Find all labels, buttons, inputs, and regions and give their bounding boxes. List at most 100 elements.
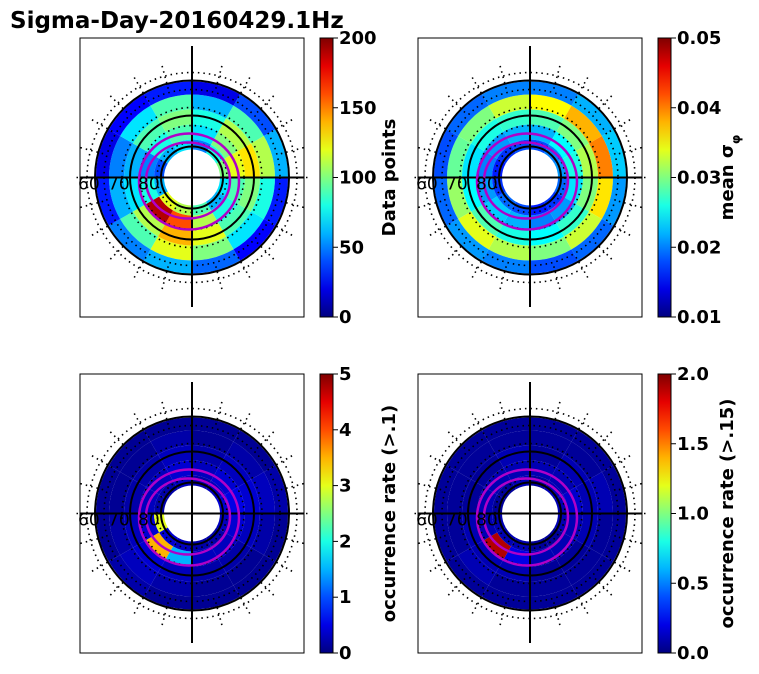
heatmap-cell [150, 94, 192, 119]
heatmap-cell [447, 177, 472, 219]
colorbar-tick-label: 0.02 [677, 237, 721, 258]
lat-label: 70 [108, 175, 130, 195]
heatmap-cell [477, 513, 498, 540]
heatmap-cell [482, 417, 530, 442]
colorbar-label: mean σφ [717, 135, 743, 221]
heatmap-cell [458, 441, 496, 480]
colorbar-label-subscript: φ [729, 135, 743, 144]
heatmap-cell [226, 105, 264, 144]
heatmap-cell [488, 236, 530, 261]
heatmap-cell [120, 211, 158, 250]
heatmap-cell [447, 472, 472, 514]
lat-label: 80 [476, 511, 498, 531]
colorbar-tick-label: 1 [339, 587, 352, 608]
heatmap-cell [233, 94, 276, 136]
heatmap-cell [108, 219, 151, 261]
heatmap-cell [250, 472, 275, 514]
heatmap-cell [496, 109, 530, 132]
heatmap-cell [488, 94, 530, 119]
lat-label: 80 [138, 511, 160, 531]
heatmap-cell [458, 105, 496, 144]
oval-contour-outer [137, 468, 241, 567]
heatmap-cell [192, 430, 234, 455]
colorbar-tick-label: 1.0 [677, 504, 709, 525]
heatmap-cell [488, 430, 530, 455]
heatmap-cell [588, 177, 613, 219]
lat-label: 60 [78, 175, 100, 195]
oval-contour-outer [137, 132, 241, 231]
heatmap-cell [462, 177, 485, 212]
heatmap-cell [158, 559, 192, 582]
heatmap-cell [446, 94, 489, 136]
colorbar [657, 373, 672, 654]
lat-label: 70 [446, 511, 468, 531]
heatmap-cell [530, 223, 564, 246]
heatmap-cell [482, 249, 530, 274]
heatmap-cell [564, 211, 602, 250]
heatmap-cell [192, 94, 234, 119]
heatmap-cell [159, 527, 178, 547]
heatmap-cell [144, 81, 192, 106]
heatmap-cell [530, 585, 578, 610]
heatmap-cell [601, 177, 626, 226]
heatmap-cell [109, 513, 134, 555]
lat-label: 80 [138, 175, 160, 195]
heatmap-cell [124, 177, 147, 212]
heatmap-cell [108, 555, 151, 597]
lat-label: 70 [108, 511, 130, 531]
heatmap-cell [96, 513, 121, 562]
heatmap-cell [549, 532, 576, 560]
heatmap-cell [206, 191, 225, 211]
colorbar-tick-label: 200 [339, 28, 377, 49]
heatmap-cell [192, 109, 226, 132]
heatmap-cell [446, 555, 489, 597]
colorbar-tick-label: 50 [339, 237, 364, 258]
heatmap-cell [549, 196, 576, 224]
colorbar-tick-label: 150 [339, 98, 377, 119]
heatmap-cell [544, 527, 563, 547]
heatmap-cell [124, 143, 147, 178]
heatmap-cell [226, 441, 264, 480]
heatmap-cell [159, 480, 178, 500]
heatmap-cell [144, 417, 192, 442]
heatmap-cell [250, 513, 275, 555]
heatmap-cell [601, 129, 626, 178]
heatmap-cell [150, 236, 192, 261]
heatmap-cell [96, 177, 121, 226]
heatmap-cell [575, 177, 598, 212]
heatmap-cell [263, 129, 288, 178]
heatmap-cell [530, 559, 564, 582]
colorbar-tick-label: 0.04 [677, 98, 721, 119]
lat-label: 70 [446, 175, 468, 195]
colorbar-label: occurrence rate (>.1) [379, 405, 400, 622]
panel-1: 60 70 80 0 50 100 150 200 Data points [74, 28, 400, 328]
colorbar-label: Data points [379, 119, 400, 237]
heatmap-cell [497, 480, 516, 500]
heatmap-cell [96, 465, 121, 514]
heatmap-cell [488, 572, 530, 597]
heatmap-cell [434, 513, 459, 562]
colorbar-tick-label: 3 [339, 476, 352, 497]
heatmap-cell [496, 223, 530, 246]
heatmap-cell [250, 136, 275, 178]
heatmap-cell [159, 144, 178, 164]
heatmap-cell [575, 479, 598, 514]
heatmap-cell [571, 94, 614, 136]
heatmap-cell [497, 144, 516, 164]
heatmap-cell [575, 513, 598, 548]
heatmap-cell [237, 177, 260, 212]
heatmap-cell [462, 479, 485, 514]
heatmap-cell [447, 513, 472, 555]
heatmap-cell [124, 479, 147, 514]
heatmap-cell [120, 441, 158, 480]
heatmap-cell [211, 467, 238, 495]
heatmap-cell [233, 555, 276, 597]
heatmap-cell [150, 572, 192, 597]
colorbar-tick-label: 0 [339, 307, 352, 328]
heatmap-cell [237, 143, 260, 178]
heatmap-cell [263, 513, 288, 562]
heatmap-cell [192, 81, 240, 106]
heatmap-cell [211, 532, 238, 560]
heatmap-cell [192, 572, 234, 597]
